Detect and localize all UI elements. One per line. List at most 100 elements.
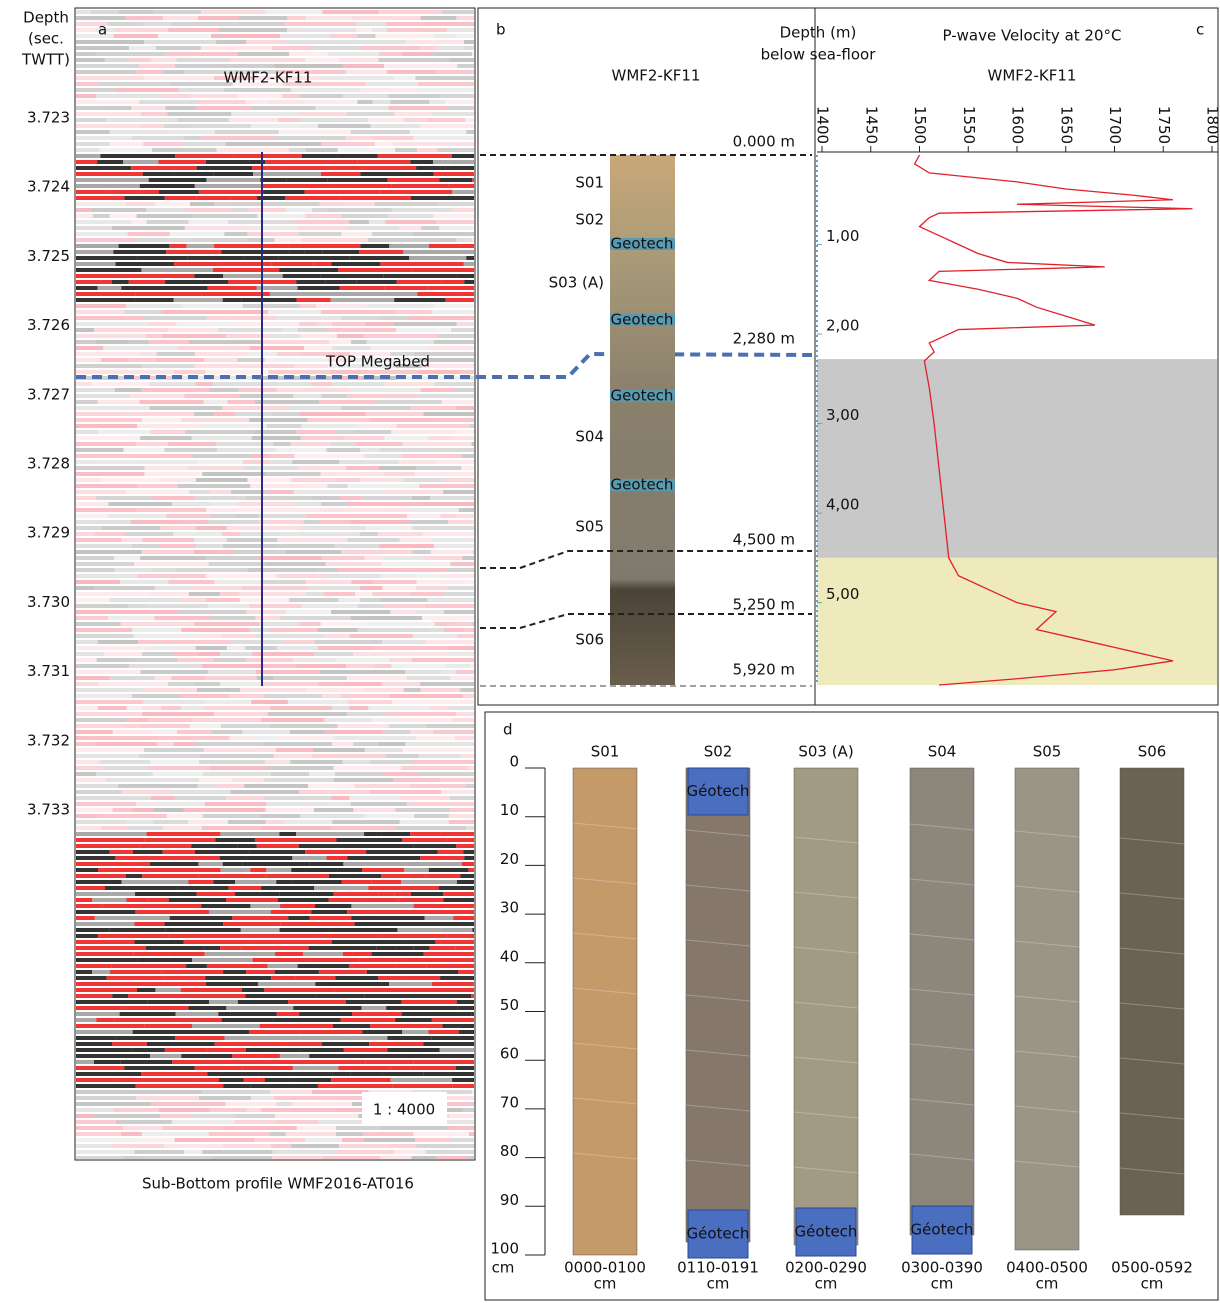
seismic-stripe (338, 1150, 395, 1154)
core-unit: cm (594, 1275, 617, 1293)
seismic-stripe (174, 64, 220, 68)
seismic-stripe (321, 556, 365, 560)
core-texture (685, 994, 751, 1002)
seismic-stripe (239, 592, 306, 596)
geotech-label: Geotech (611, 235, 674, 253)
seismic-stripe (449, 1054, 474, 1058)
seismic-stripe (322, 10, 379, 14)
seismic-stripe (380, 1126, 449, 1130)
seismic-stripe (202, 814, 260, 818)
seismic-stripe (158, 190, 199, 194)
seismic-stripe (76, 328, 94, 332)
seismic-stripe (341, 316, 378, 320)
seismic-stripe (178, 88, 224, 92)
seismic-stripe (122, 1126, 163, 1130)
seismic-stripe (191, 436, 252, 440)
seismic-stripe (189, 490, 210, 494)
seismic-stripe (194, 850, 250, 854)
seismic-stripe (306, 52, 328, 56)
seismic-stripe (201, 1138, 255, 1142)
seismic-stripe (173, 532, 223, 536)
seismic-stripe (213, 880, 236, 884)
seismic-stripe (182, 304, 243, 308)
seismic-stripe (76, 1030, 94, 1034)
seismic-stripe (232, 322, 300, 326)
seismic-stripe (431, 1018, 474, 1022)
scale-label: 20 (500, 850, 519, 868)
seismic-stripe (208, 1132, 270, 1136)
seismic-stripe (76, 622, 121, 626)
seismic-stripe (342, 214, 388, 218)
seismic-stripe (305, 514, 373, 518)
seismic-stripe (206, 178, 261, 182)
seismic-stripe (293, 490, 324, 494)
seismic-stripe (462, 556, 474, 560)
seismic-stripe (183, 940, 251, 944)
y-tick-label: 3,00 (826, 406, 859, 424)
seismic-stripe (235, 892, 280, 896)
seismic-stripe (413, 136, 474, 140)
seismic-stripe (76, 1078, 120, 1082)
seismic-stripe (123, 160, 159, 164)
seismic-stripe (246, 1108, 262, 1112)
seismic-stripe (155, 358, 205, 362)
seismic-stripe (176, 730, 213, 734)
seismic-stripe (127, 232, 170, 236)
seismic-stripe (179, 694, 230, 698)
seismic-stripe (76, 442, 137, 446)
seismic-stripe (347, 226, 400, 230)
seismic-stripe (457, 64, 474, 68)
seismic-stripe (436, 220, 474, 224)
seismic-stripe (147, 1000, 210, 1004)
seismic-stripe (448, 820, 474, 824)
seismic-stripe (374, 664, 392, 668)
seismic-stripe (373, 646, 448, 650)
seismic-stripe (292, 856, 327, 860)
seismic-stripe (393, 778, 440, 782)
seismic-stripe (299, 790, 371, 794)
seismic-stripe (351, 916, 425, 920)
seismic-stripe (232, 208, 248, 212)
seismic-stripe (198, 652, 220, 656)
seismic-stripe (173, 262, 217, 266)
seismic-stripe (250, 1096, 275, 1100)
y-tick-label: 4,00 (826, 496, 859, 514)
seismic-stripe (76, 1054, 151, 1058)
seismic-stripe (441, 790, 474, 794)
seismic-stripe (257, 214, 306, 218)
seismic-stripe (321, 502, 347, 506)
seismic-stripe (234, 514, 259, 518)
seismic-stripe (152, 496, 196, 500)
seismic-stripe (445, 298, 474, 302)
seismic-stripe (396, 964, 427, 968)
seismic-stripe (192, 454, 251, 458)
seismic-stripe (188, 820, 228, 824)
seismic-stripe (290, 442, 330, 446)
seismic-stripe (309, 862, 344, 866)
seismic-stripe (468, 958, 474, 962)
seismic-stripe (76, 34, 114, 38)
seismic-stripe (76, 718, 128, 722)
seismic-stripe (471, 1012, 474, 1016)
seismic-stripe (381, 682, 421, 686)
seismic-stripe (194, 412, 214, 416)
core-texture (572, 1097, 638, 1105)
seismic-stripe (275, 952, 303, 956)
panel-label: b (496, 21, 506, 39)
seismic-stripe (437, 46, 465, 50)
seismic-stripe (384, 508, 411, 512)
seismic-stripe (282, 94, 300, 98)
seismic-stripe (110, 892, 136, 896)
seismic-stripe (270, 910, 312, 914)
seismic-stripe (141, 1072, 208, 1076)
seismic-stripe (315, 640, 383, 644)
seismic-stripe (114, 388, 141, 392)
seismic-stripe (183, 808, 236, 812)
seismic-stripe (203, 772, 272, 776)
seismic-stripe (421, 46, 438, 50)
seismic-stripe (132, 694, 180, 698)
seismic-stripe (219, 64, 275, 68)
seismic-stripe (76, 526, 103, 530)
seismic-stripe (285, 550, 342, 554)
seismic-stripe (95, 94, 163, 98)
